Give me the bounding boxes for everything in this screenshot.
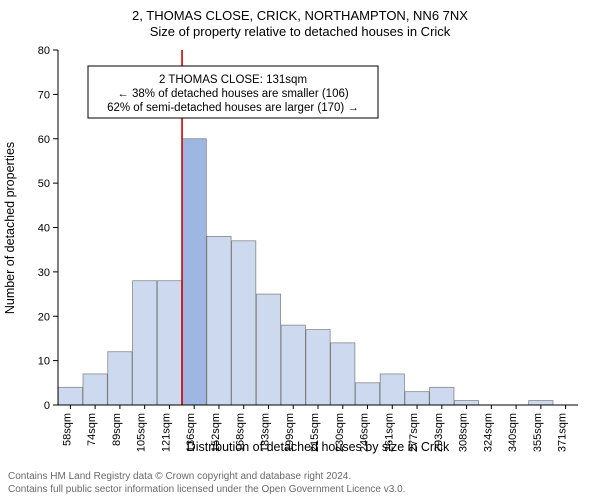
footer-attribution: Contains HM Land Registry data © Crown c…: [8, 471, 405, 496]
chart-subtitle: Size of property relative to detached ho…: [0, 24, 600, 40]
histogram-bar: [108, 352, 132, 405]
histogram-bar: [133, 281, 157, 405]
histogram-bar: [182, 139, 206, 405]
y-tick-label: 20: [38, 311, 50, 323]
y-axis-title-text: Number of detached properties: [3, 141, 17, 313]
x-axis-title: Distribution of detached houses by size …: [58, 440, 578, 454]
histogram-bar: [281, 325, 305, 405]
chart-title: 2, THOMAS CLOSE, CRICK, NORTHAMPTON, NN6…: [0, 8, 600, 24]
chart-title-block: 2, THOMAS CLOSE, CRICK, NORTHAMPTON, NN6…: [0, 0, 600, 41]
histogram-bar: [355, 383, 379, 405]
chart-container: 2, THOMAS CLOSE, CRICK, NORTHAMPTON, NN6…: [0, 0, 600, 500]
y-tick-label: 80: [38, 45, 50, 57]
plot-region: 0102030405060708058sqm74sqm89sqm105sqm12…: [58, 50, 578, 405]
plot-svg: 0102030405060708058sqm74sqm89sqm105sqm12…: [58, 50, 578, 455]
annotation-line: 2 THOMAS CLOSE: 131sqm: [159, 74, 307, 86]
y-tick-label: 40: [38, 223, 50, 235]
histogram-bar: [529, 401, 553, 405]
histogram-bar: [207, 236, 231, 405]
y-tick-label: 50: [38, 178, 50, 190]
y-tick-label: 10: [38, 356, 50, 368]
histogram-bar: [83, 374, 107, 405]
y-tick-label: 0: [44, 400, 50, 412]
y-tick-label: 60: [38, 134, 50, 146]
annotation-line: ← 38% of detached houses are smaller (10…: [117, 88, 349, 100]
histogram-bar: [232, 241, 256, 405]
histogram-bar: [430, 387, 454, 405]
histogram-bar: [157, 281, 181, 405]
footer-line-1: Contains HM Land Registry data © Crown c…: [8, 471, 405, 484]
histogram-bar: [454, 401, 478, 405]
histogram-bar: [256, 294, 280, 405]
histogram-bar: [380, 374, 404, 405]
histogram-bar: [331, 343, 355, 405]
y-tick-label: 70: [38, 89, 50, 101]
histogram-bar: [58, 387, 82, 405]
footer-line-2: Contains full public sector information …: [8, 484, 405, 497]
annotation-line: 62% of semi-detached houses are larger (…: [107, 102, 359, 114]
histogram-bar: [405, 392, 429, 405]
y-axis-title: Number of detached properties: [0, 50, 20, 405]
y-tick-label: 30: [38, 267, 50, 279]
histogram-bar: [306, 330, 330, 405]
